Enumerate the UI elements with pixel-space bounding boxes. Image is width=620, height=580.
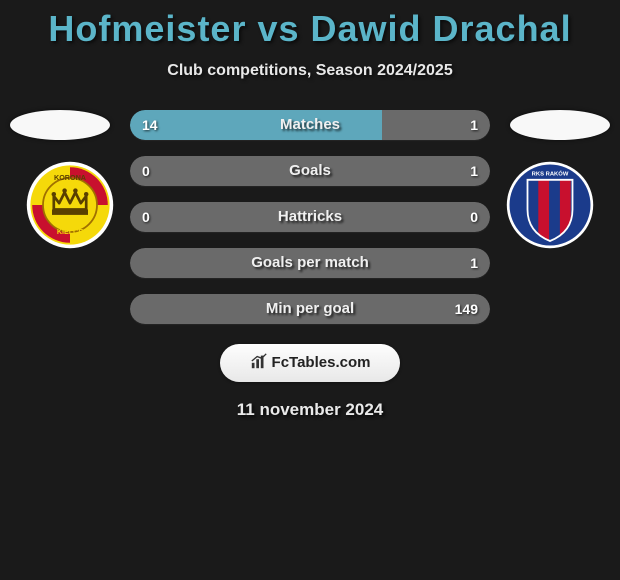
team-left-badge[interactable]: KORONA KIELCE xyxy=(25,160,115,250)
korona-badge-icon: KORONA KIELCE xyxy=(25,160,115,250)
stat-row-min-per-goal: Min per goal 149 xyxy=(130,294,490,324)
stat-row-goals: 0 Goals 1 xyxy=(130,156,490,186)
stat-value-right: 1 xyxy=(470,110,478,140)
stats-list: 14 Matches 1 0 Goals 1 0 Hattricks 0 xyxy=(130,110,490,324)
stat-label: Hattricks xyxy=(130,202,490,232)
page-title: Hofmeister vs Dawid Drachal xyxy=(0,0,620,50)
brand-link[interactable]: FcTables.com xyxy=(220,344,400,382)
team-right-badge[interactable]: RKS RAKÓW xyxy=(505,160,595,250)
stat-value-right: 1 xyxy=(470,156,478,186)
stat-label: Min per goal xyxy=(130,294,490,324)
stat-label: Goals xyxy=(130,156,490,186)
stat-value-right: 149 xyxy=(455,294,478,324)
stat-value-right: 0 xyxy=(470,202,478,232)
stat-row-goals-per-match: Goals per match 1 xyxy=(130,248,490,278)
rakow-badge-icon: RKS RAKÓW xyxy=(505,160,595,250)
stat-row-hattricks: 0 Hattricks 0 xyxy=(130,202,490,232)
team-left-platform xyxy=(10,110,110,140)
brand-label: FcTables.com xyxy=(272,354,371,371)
svg-text:KIELCE: KIELCE xyxy=(57,227,84,236)
page-subtitle: Club competitions, Season 2024/2025 xyxy=(0,62,620,80)
stat-label: Goals per match xyxy=(130,248,490,278)
date-label: 11 november 2024 xyxy=(0,400,620,420)
svg-text:KORONA: KORONA xyxy=(54,173,86,182)
comparison-widget: Hofmeister vs Dawid Drachal Club competi… xyxy=(0,0,620,580)
stat-label: Matches xyxy=(130,110,490,140)
chart-icon xyxy=(250,352,268,370)
stat-row-matches: 14 Matches 1 xyxy=(130,110,490,140)
stat-value-right: 1 xyxy=(470,248,478,278)
svg-text:RKS RAKÓW: RKS RAKÓW xyxy=(532,169,569,177)
content-row: KORONA KIELCE RKS RAKÓW xyxy=(0,110,620,420)
team-right-platform xyxy=(510,110,610,140)
